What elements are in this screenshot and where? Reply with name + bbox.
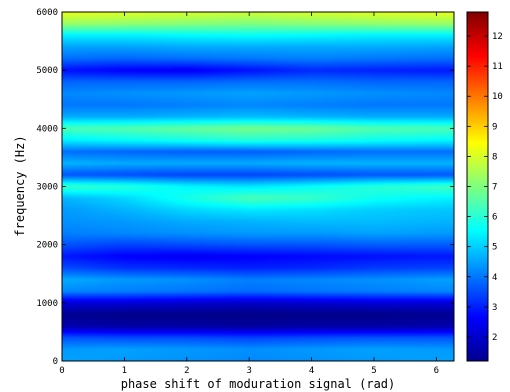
- colorbar-tick-label: 6: [492, 213, 497, 223]
- x-tick-label: 2: [184, 366, 189, 376]
- x-tick-label: 4: [309, 366, 314, 376]
- colorbar-tick-label: 12: [492, 32, 503, 42]
- y-tick-label: 2000: [36, 241, 58, 251]
- colorbar-tick-label: 3: [492, 303, 497, 313]
- x-tick-label: 3: [246, 366, 251, 376]
- colorbar-tick-label: 8: [492, 152, 497, 162]
- y-tick-label: 0: [53, 357, 58, 367]
- colorbar-tick-label: 11: [492, 62, 503, 72]
- y-tick-label: 3000: [36, 183, 58, 193]
- y-axis-ticks: 0 1000 2000 3000 4000 5000 6000: [36, 8, 454, 367]
- x-tick-label: 0: [59, 366, 64, 376]
- y-tick-label: 4000: [36, 124, 58, 134]
- x-axis-ticks: 0 1 2 3 4 5 6: [59, 12, 439, 376]
- y-tick-label: 1000: [36, 299, 58, 309]
- colorbar-tick-label: 10: [492, 92, 503, 102]
- colorbar-ticks: 2 3 4 5 6 7 8 9 10 11 12: [467, 32, 503, 343]
- y-tick-label: 6000: [36, 8, 58, 18]
- colorbar-tick-label: 9: [492, 122, 497, 132]
- colorbar-tick-label: 4: [492, 273, 497, 283]
- colorbar-tick-label: 2: [492, 333, 497, 343]
- x-axis-label: phase shift of moduration signal (rad): [121, 377, 396, 391]
- colorbar-tick-label: 7: [492, 183, 497, 193]
- colorbar-tick-label: 5: [492, 243, 497, 253]
- y-tick-label: 5000: [36, 66, 58, 76]
- x-tick-label: 6: [434, 366, 439, 376]
- heatmap-image: [62, 12, 454, 361]
- y-axis-label: frequency (Hz): [13, 135, 27, 236]
- x-tick-label: 1: [122, 366, 127, 376]
- x-tick-label: 5: [371, 366, 376, 376]
